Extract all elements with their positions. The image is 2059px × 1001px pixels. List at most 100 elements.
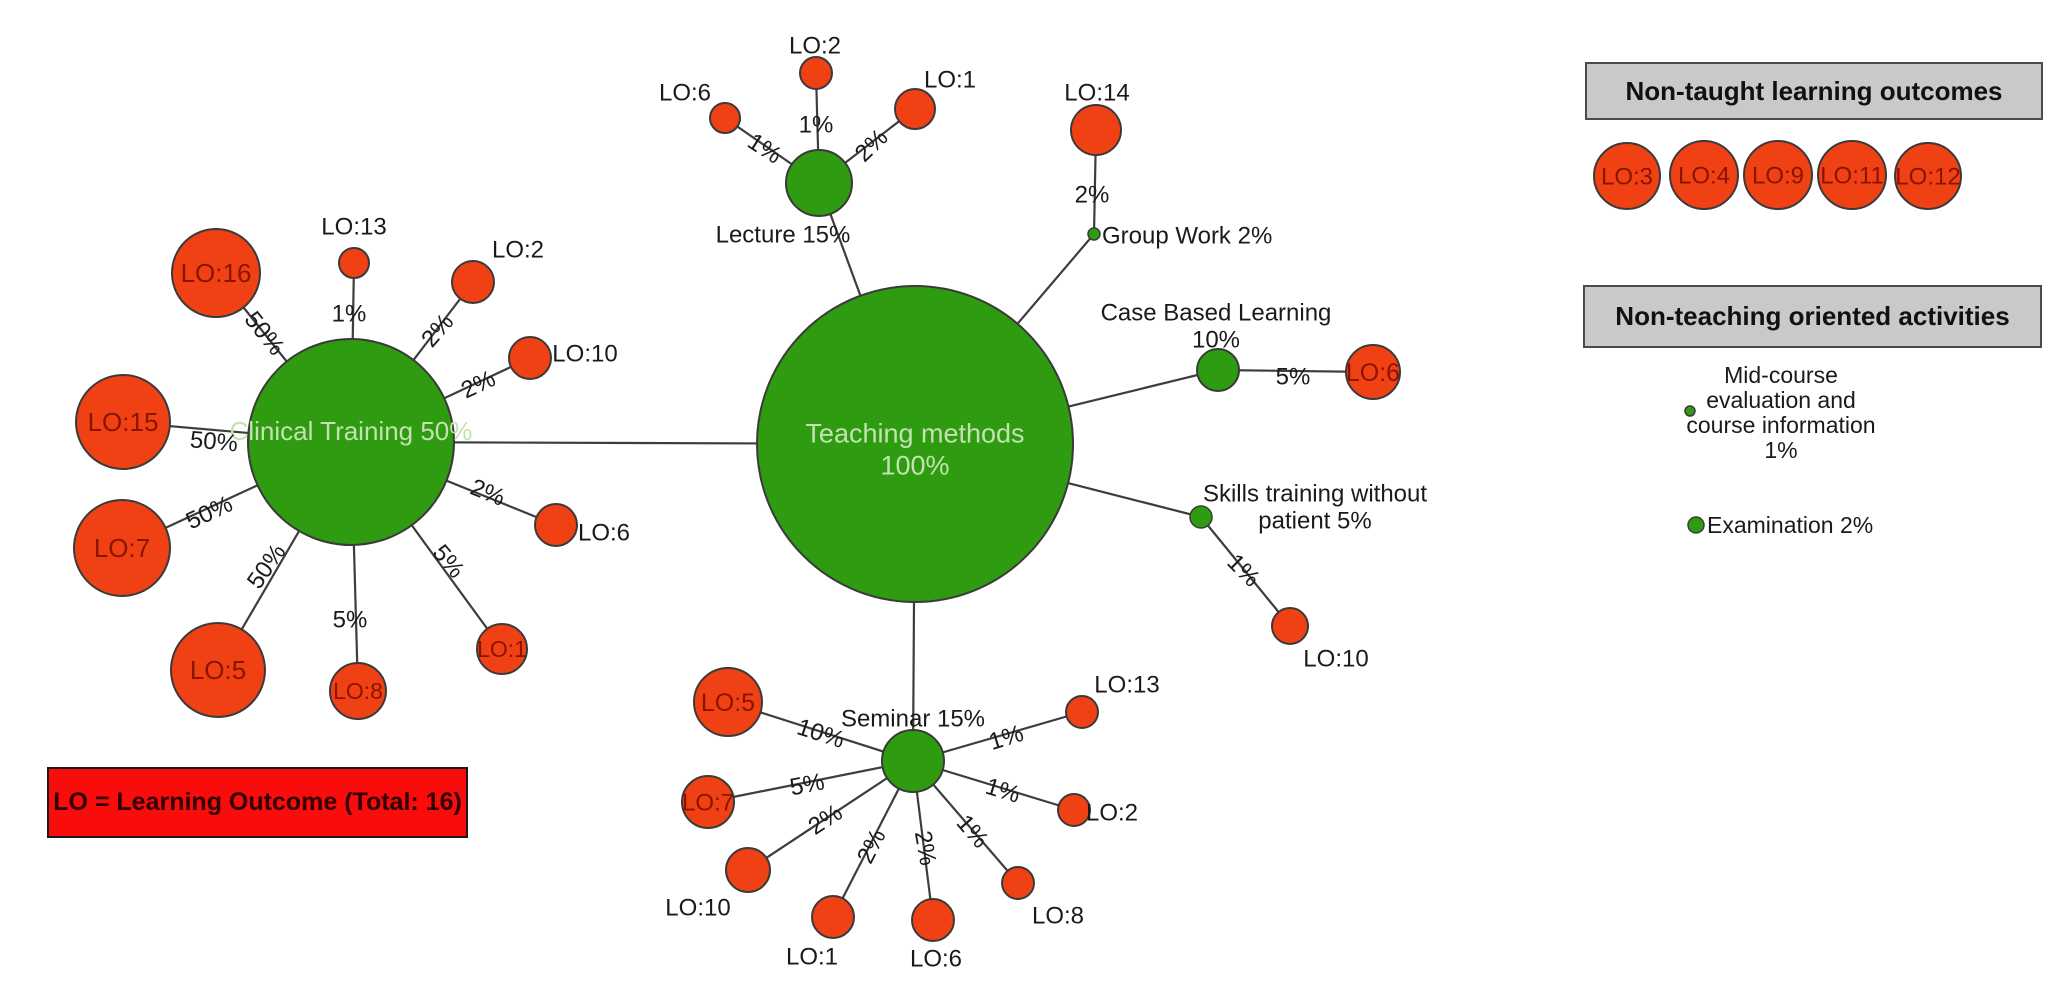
node-clinical-lo1 <box>476 623 528 675</box>
node-cbl-lo6 <box>1345 344 1401 400</box>
label-lecture: Lecture 15% <box>716 221 851 248</box>
node-lecture-lo6 <box>709 102 741 134</box>
node-lecture-lo1 <box>894 88 936 130</box>
legend-title-non-taught: Non-taught learning outcomes <box>1585 62 2043 120</box>
edge-label-clinical-training--clinical-lo5: 50% <box>242 539 292 594</box>
label-seminar-lo13: LO:13 <box>1094 671 1159 698</box>
node-seminar-lo6 <box>911 898 955 942</box>
label-skills-lo10: LO:10 <box>1303 645 1368 672</box>
edge-label-clinical-training--clinical-lo15: 50% <box>189 426 239 457</box>
label-seminar: Seminar 15% <box>841 705 985 732</box>
label-legend-lo4: LO:4 <box>1678 162 1730 189</box>
label-cbl-lo6: LO:6 <box>1346 359 1400 387</box>
edge-seminar--seminar-lo10 <box>747 760 914 871</box>
label-seminar-lo7: LO:7 <box>682 789 734 816</box>
legend-title-non-teaching-label: Non-teaching oriented activities <box>1615 301 2010 331</box>
node-clinical-lo6 <box>534 503 578 547</box>
edge-label-clinical-training--clinical-lo2: 2% <box>416 309 459 353</box>
edge-label-clinical-training--clinical-lo16: 50% <box>239 306 290 360</box>
node-seminar-lo8 <box>1001 866 1035 900</box>
node-clinical-training <box>247 338 455 546</box>
node-seminar-lo1 <box>811 895 855 939</box>
label-seminar-lo10: LO:10 <box>665 894 730 921</box>
edge-label-clinical-training--clinical-lo7: 50% <box>182 490 237 535</box>
node-legend-lo12 <box>1894 142 1962 210</box>
node-lecture-lo2 <box>799 56 833 90</box>
legend-title-non-teaching: Non-teaching oriented activities <box>1583 285 2042 348</box>
edge-label-clinical-training--clinical-lo1: 5% <box>427 540 470 584</box>
label-legend-lo9: LO:9 <box>1752 162 1804 189</box>
edge-label-clinical-training--clinical-lo8: 5% <box>333 606 368 633</box>
label-clinical-lo7: LO:7 <box>94 533 150 563</box>
label-lecture-lo2: LO:2 <box>789 32 841 59</box>
edge-label-seminar--seminar-lo2: 1% <box>982 773 1023 809</box>
edge-label-seminar--seminar-lo7: 5% <box>788 768 827 801</box>
label-clinical-lo5: LO:5 <box>190 655 246 685</box>
label-teaching-methods-2: 100% <box>880 450 949 480</box>
midcourse-line-3: course information <box>1686 412 1876 438</box>
node-clinical-lo13 <box>338 247 370 279</box>
label-clinical-lo13: LO:13 <box>321 213 386 240</box>
label-group-work: Group Work 2% <box>1102 222 1272 249</box>
label-clinical-lo10: LO:10 <box>552 340 617 367</box>
label-seminar-lo8: LO:8 <box>1032 902 1084 929</box>
label-skills-training-2: patient 5% <box>1258 507 1371 534</box>
node-clinical-lo2 <box>451 260 495 304</box>
node-legend-lo9 <box>1743 140 1813 210</box>
node-seminar-lo10 <box>725 847 771 893</box>
label-case-based-learning-2: 10% <box>1192 326 1240 353</box>
label-seminar-lo5: LO:5 <box>701 689 755 717</box>
edge-label-group-work--groupwork-lo14: 2% <box>1075 181 1110 208</box>
node-seminar <box>881 729 945 793</box>
edge-skills-training--skills-lo10 <box>1200 516 1291 627</box>
label-clinical-training: Clinical Training 50% <box>230 416 473 446</box>
label-clinical-lo6: LO:6 <box>578 519 630 546</box>
label-seminar-lo2: LO:2 <box>1086 799 1138 826</box>
node-lecture <box>785 149 853 217</box>
node-group-work <box>1087 227 1101 241</box>
node-seminar-lo2 <box>1057 793 1091 827</box>
label-clinical-lo16: LO:16 <box>181 258 252 288</box>
node-examination-dot <box>1687 516 1705 534</box>
label-clinical-lo1: LO:1 <box>477 636 527 662</box>
label-skills-training-1: Skills training without <box>1203 480 1427 507</box>
note-box-label: LO = Learning Outcome (Total: 16) <box>53 788 462 816</box>
node-groupwork-lo14 <box>1070 104 1122 156</box>
node-clinical-lo10 <box>508 336 552 380</box>
examination-label: Examination 2% <box>1707 512 1874 538</box>
label-case-based-learning-1: Case Based Learning <box>1101 299 1332 326</box>
midcourse-line-2: evaluation and <box>1706 387 1856 413</box>
node-legend-lo11 <box>1817 140 1887 210</box>
label-clinical-lo2: LO:2 <box>492 236 544 263</box>
label-seminar-lo6: LO:6 <box>910 945 962 972</box>
legend-title-non-taught-label: Non-taught learning outcomes <box>1625 75 2003 106</box>
label-teaching-methods-1: Teaching methods <box>805 418 1024 448</box>
edge-label-seminar--seminar-lo1: 2% <box>852 825 892 868</box>
edge-label-case-based-learning--cbl-lo6: 5% <box>1276 363 1311 390</box>
label-clinical-lo8: LO:8 <box>333 678 383 704</box>
node-clinical-lo15 <box>75 374 171 470</box>
node-clinical-lo5 <box>170 622 266 718</box>
edge-label-clinical-training--clinical-lo10: 2% <box>457 365 500 404</box>
label-clinical-lo15: LO:15 <box>88 407 159 437</box>
node-midcourse-dot <box>1684 405 1696 417</box>
node-legend-lo4 <box>1669 140 1739 210</box>
edge-label-seminar--seminar-lo10: 2% <box>804 799 848 841</box>
node-seminar-lo7 <box>681 775 735 829</box>
node-seminar-lo13 <box>1065 695 1099 729</box>
edge-label-seminar--seminar-lo6: 2% <box>909 829 942 868</box>
edge-label-lecture--lecture-lo2: 1% <box>799 111 834 138</box>
edge-seminar--seminar-lo7 <box>707 759 914 804</box>
node-skills-lo10 <box>1271 607 1309 645</box>
node-clinical-lo8 <box>329 662 387 720</box>
node-clinical-lo16 <box>171 228 261 318</box>
label-seminar-lo1: LO:1 <box>786 943 838 970</box>
node-seminar-lo5 <box>693 667 763 737</box>
node-clinical-lo7 <box>73 499 171 597</box>
edge-label-seminar--seminar-lo5: 10% <box>794 714 848 755</box>
node-legend-lo3 <box>1593 142 1661 210</box>
label-legend-lo12: LO:12 <box>1895 163 1960 190</box>
midcourse-evaluation-label: Mid-course evaluation and course informa… <box>1631 363 1931 463</box>
